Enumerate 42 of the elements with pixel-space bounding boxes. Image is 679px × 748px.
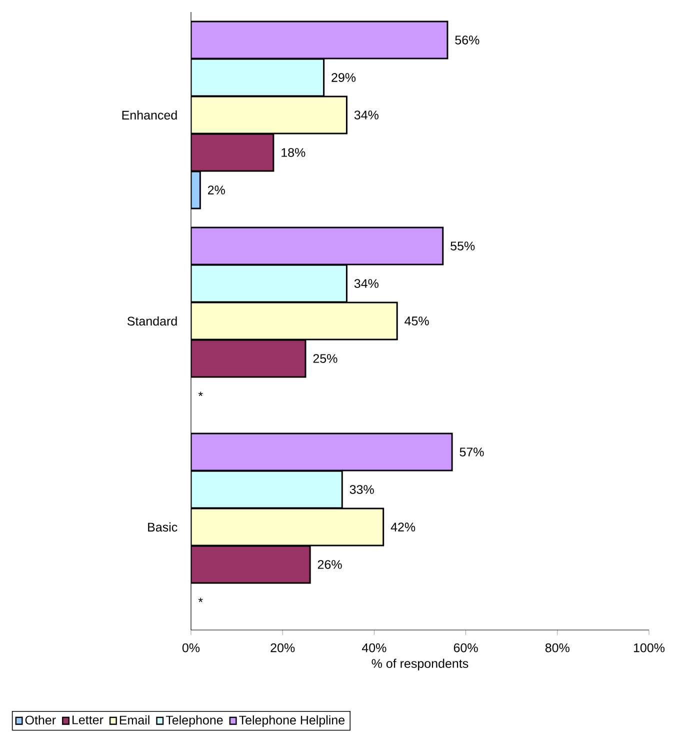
data-label: 34% [354, 279, 378, 288]
data-label: 45% [404, 316, 429, 326]
bar [190, 133, 274, 172]
bar [190, 508, 384, 546]
bar [190, 432, 453, 472]
x-axis-title: % of respondents [372, 658, 468, 670]
y-tick-label: Enhanced [122, 110, 177, 120]
bar [190, 96, 348, 134]
data-label: 2% [208, 186, 225, 194]
data-label: 33% [350, 485, 374, 494]
bar [190, 545, 311, 584]
legend-label: Email [120, 715, 150, 725]
text: * [198, 392, 203, 396]
bar [190, 470, 343, 509]
data-label: 18% [282, 148, 306, 157]
data-label: 42% [390, 522, 416, 532]
data-label: 26% [318, 560, 342, 569]
x-tick-label: 80% [545, 643, 570, 652]
data-label: 34% [354, 110, 378, 120]
legend-label: Other [25, 715, 56, 725]
bar [190, 339, 306, 378]
data-label: 55% [450, 242, 475, 250]
x-tick-label: 20% [270, 643, 295, 652]
bar [190, 58, 325, 97]
bar [190, 302, 398, 340]
data-label: 57% [460, 448, 484, 456]
x-tick-label: 60% [454, 643, 478, 652]
text: * [198, 598, 203, 602]
data-label: 29% [332, 73, 356, 82]
y-tick-label: Basic [148, 522, 178, 532]
legend-label: Telephone [166, 715, 223, 727]
x-tick-label: 0% [182, 643, 200, 652]
bar [190, 20, 448, 60]
data-label: 25% [313, 354, 338, 363]
x-tick-label: 40% [362, 643, 386, 652]
legend-label: Letter [72, 716, 104, 724]
bar [190, 264, 348, 303]
bar [190, 226, 444, 266]
data-label: 56% [455, 36, 480, 44]
x-tick-label: 100% [634, 643, 665, 652]
y-tick-label: Standard [127, 316, 177, 326]
legend-label: Telephone Helpline [239, 715, 345, 727]
